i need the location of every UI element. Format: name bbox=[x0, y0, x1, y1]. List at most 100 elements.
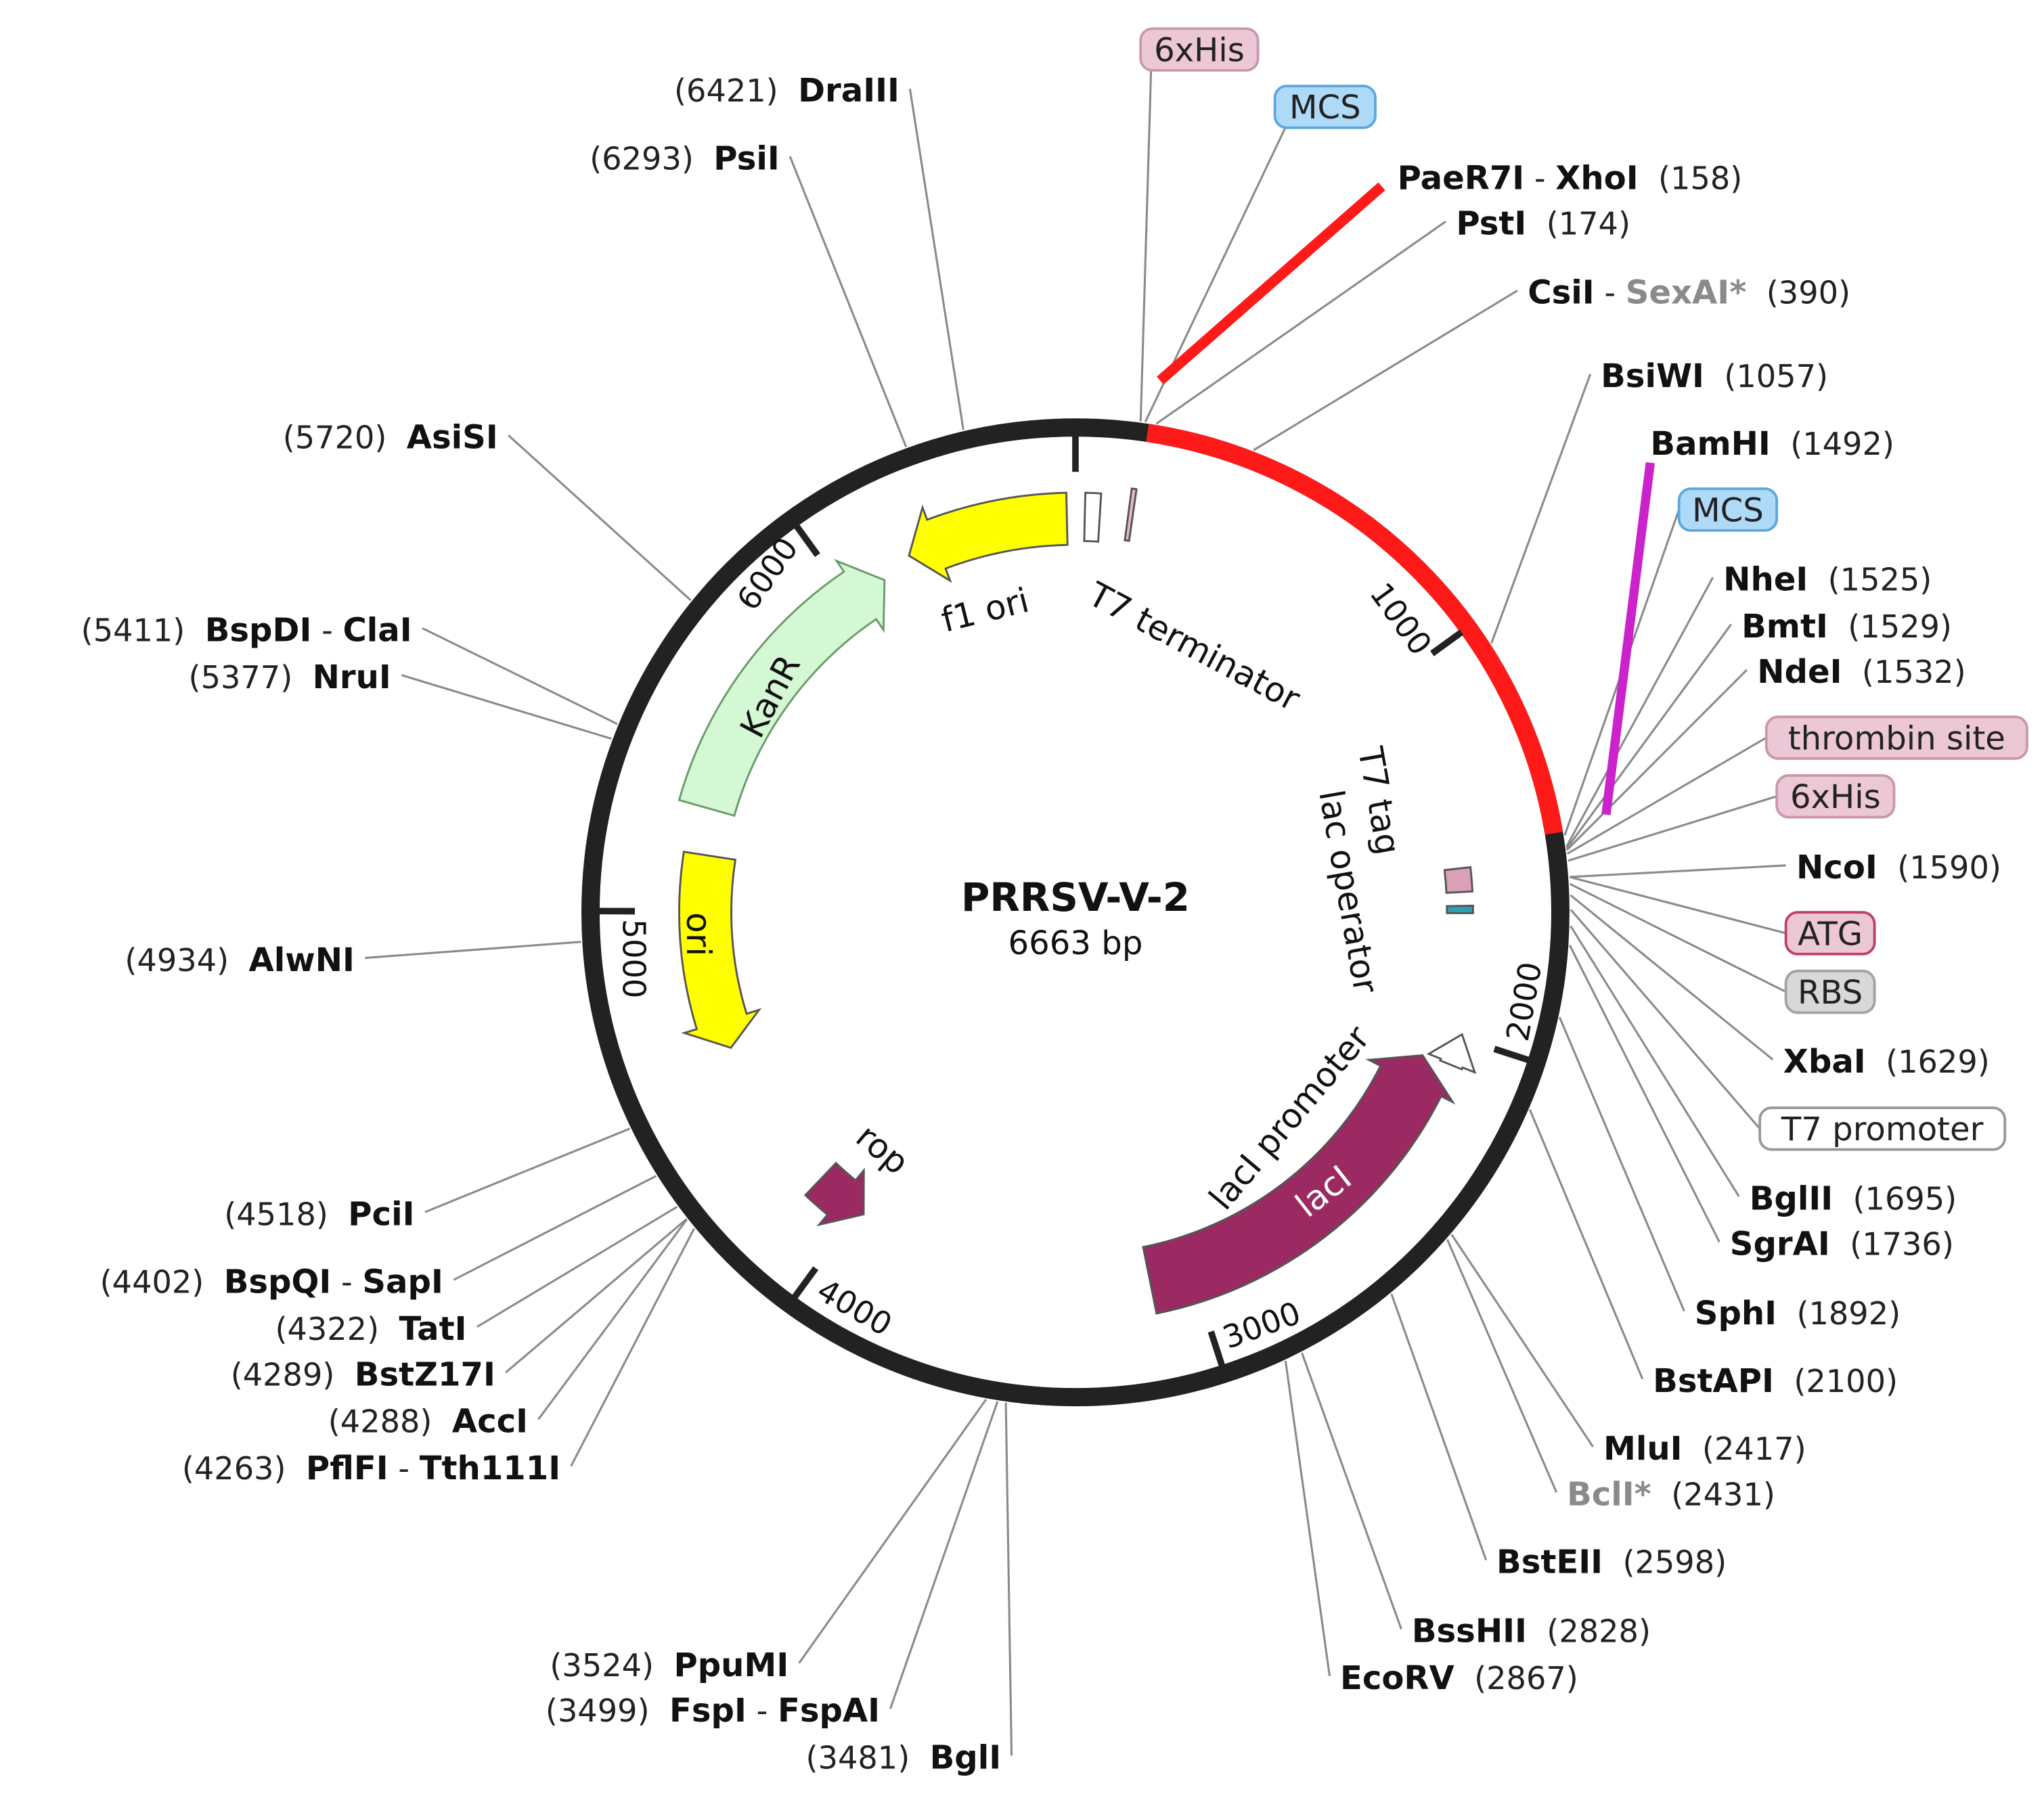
enzyme-site: (4288) AccI bbox=[328, 1403, 528, 1441]
enzyme-name: BglII bbox=[1750, 1180, 1833, 1217]
leader-line bbox=[505, 1218, 688, 1374]
leader-line bbox=[424, 1127, 631, 1213]
enzyme-label: BmtI (1529) bbox=[1741, 608, 1952, 646]
leader-line bbox=[1565, 623, 1732, 849]
feature-tag: MCS bbox=[1273, 85, 1377, 129]
enzyme-position: (2417) bbox=[1683, 1431, 1806, 1467]
feature-tag-label: ATG bbox=[1798, 915, 1863, 953]
enzyme-position: (4322) bbox=[275, 1311, 399, 1347]
feature-tag-label: MCS bbox=[1289, 89, 1361, 127]
feature-tag: T7 promoter bbox=[1758, 1106, 2007, 1151]
enzyme-name: PpuMI bbox=[673, 1646, 788, 1684]
enzyme-name: FspAI bbox=[778, 1692, 880, 1730]
enzyme-position: (2867) bbox=[1454, 1660, 1578, 1697]
enzyme-label: NdeI (1532) bbox=[1757, 653, 1965, 691]
leader-line bbox=[537, 1219, 688, 1420]
enzyme-site: (5720) AsiSI bbox=[283, 419, 498, 457]
enzyme-name: BmtI bbox=[1741, 608, 1828, 646]
feature-tag-label: thrombin site bbox=[1788, 719, 2005, 757]
enzyme-site: SgrAI (1736) bbox=[1730, 1226, 1954, 1263]
enzyme-name: NcoI bbox=[1796, 849, 1878, 886]
leader-line bbox=[1528, 1108, 1644, 1380]
enzyme-label: (5720) AsiSI bbox=[283, 419, 498, 457]
enzyme-label: MluI (2417) bbox=[1603, 1430, 1806, 1468]
leader-line bbox=[1446, 1239, 1558, 1493]
enzyme-name: AsiSI bbox=[407, 419, 498, 457]
leader-line bbox=[508, 434, 692, 602]
enzyme-name: BglI bbox=[930, 1739, 1002, 1777]
enzyme-name: BsiWI bbox=[1601, 357, 1704, 395]
enzyme-label: (4402) BspQI - SapI bbox=[100, 1263, 443, 1301]
enzyme-site: (6421) DraIII bbox=[674, 72, 899, 110]
leader-line bbox=[453, 1175, 657, 1281]
t7-terminator-box bbox=[1083, 491, 1103, 543]
enzyme-name: DraIII bbox=[798, 72, 899, 110]
kanr-arrow bbox=[677, 558, 886, 817]
enzyme-site: XbaI (1629) bbox=[1783, 1043, 1990, 1081]
enzyme-position: (6421) bbox=[674, 72, 798, 109]
leader-line bbox=[365, 941, 581, 960]
leader-line bbox=[1558, 1016, 1685, 1312]
enzyme-position: (1629) bbox=[1866, 1043, 1990, 1080]
enzyme-site: BglII (1695) bbox=[1750, 1180, 1957, 1217]
feature-label-t7-terminator: T7 terminator bbox=[1082, 575, 1307, 719]
enzyme-name: SapI bbox=[362, 1263, 443, 1301]
enzyme-position: (1736) bbox=[1830, 1226, 1954, 1263]
enzyme-name: PflFI bbox=[306, 1450, 388, 1487]
enzyme-label: XbaI (1629) bbox=[1783, 1043, 1990, 1081]
his-tag-box bbox=[1124, 487, 1138, 542]
leader-line bbox=[401, 674, 612, 740]
leader-line bbox=[1565, 577, 1714, 848]
enzyme-position: (1057) bbox=[1704, 358, 1828, 395]
enzyme-name: NdeI bbox=[1757, 653, 1842, 691]
enzyme-label: BclI* (2431) bbox=[1567, 1476, 1775, 1514]
tick-marks bbox=[598, 435, 1530, 1368]
enzyme-position: (6293) bbox=[590, 140, 713, 177]
leader-line bbox=[1569, 864, 1786, 878]
leader-line bbox=[1284, 1360, 1331, 1677]
enzyme-position: (5720) bbox=[283, 420, 407, 456]
leader-line bbox=[1139, 70, 1153, 422]
enzyme-name: PstI bbox=[1456, 205, 1526, 243]
enzyme-label: (4263) PflFI - Tth111I bbox=[182, 1450, 560, 1487]
enzyme-position: (1590) bbox=[1878, 849, 2001, 886]
laci-arrow bbox=[1142, 1054, 1456, 1315]
enzyme-position: (174) bbox=[1526, 206, 1630, 242]
enzyme-label: (4934) AlwNI bbox=[125, 941, 354, 979]
enzyme-name: XhoI bbox=[1555, 159, 1638, 197]
feature-tag-box bbox=[1758, 1106, 2007, 1151]
enzyme-name: AccI bbox=[452, 1403, 528, 1441]
enzyme-label: BsiWI (1057) bbox=[1601, 357, 1828, 395]
enzyme-label: BamHI (1492) bbox=[1650, 425, 1894, 463]
leader-line bbox=[1569, 882, 1787, 993]
tick-mark bbox=[1429, 629, 1464, 656]
enzyme-position: (5411) bbox=[81, 612, 205, 649]
enzyme-label: (5411) BspDI - ClaI bbox=[81, 612, 412, 650]
enzyme-site: (4263) PflFI - Tth111I bbox=[182, 1450, 560, 1487]
plasmid-length: 6663 bp bbox=[1008, 924, 1143, 962]
enzyme-position: (4518) bbox=[224, 1196, 348, 1232]
feature-tag-box bbox=[1677, 487, 1779, 532]
separator: - bbox=[331, 1264, 362, 1301]
leader-line bbox=[788, 156, 908, 447]
leader-line bbox=[1570, 909, 1761, 1129]
enzyme-position: (1529) bbox=[1828, 608, 1952, 645]
enzyme-site: NcoI (1590) bbox=[1796, 849, 2001, 886]
feature-tag: MCS bbox=[1677, 487, 1779, 532]
feature-tag-label: 6xHis bbox=[1790, 778, 1881, 816]
t7-tag-box bbox=[1443, 866, 1474, 894]
f1-ori-arrow bbox=[908, 491, 1069, 583]
enzyme-label: (3524) PpuMI bbox=[550, 1646, 788, 1684]
enzyme-name: TatI bbox=[399, 1310, 467, 1348]
enzyme-name: BstEII bbox=[1496, 1544, 1603, 1581]
feature-tag-box bbox=[1273, 85, 1377, 129]
feature-tag-label: T7 promoter bbox=[1781, 1110, 1984, 1148]
feature-tag-box bbox=[1784, 969, 1876, 1014]
tick-mark bbox=[1207, 1330, 1226, 1368]
rop-arrow bbox=[803, 1161, 865, 1227]
enzyme-name: ClaI bbox=[342, 612, 412, 650]
enzyme-site: PaeR7I - XhoI (158) bbox=[1398, 159, 1743, 197]
enzyme-position: (2828) bbox=[1527, 1613, 1651, 1650]
enzyme-position: (5377) bbox=[189, 659, 313, 696]
enzyme-position: (2100) bbox=[1774, 1363, 1898, 1399]
